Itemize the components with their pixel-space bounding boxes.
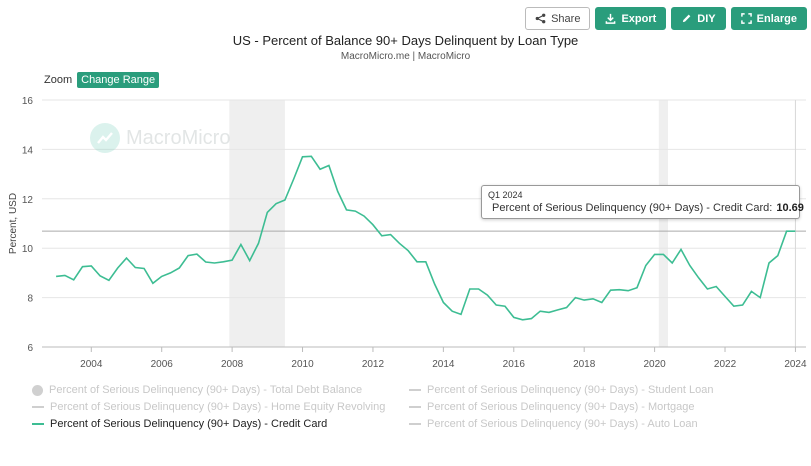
- watermark-text: MacroMicro: [126, 126, 231, 149]
- legend-label: Percent of Serious Delinquency (90+ Days…: [427, 401, 695, 413]
- x-tick-label: 2010: [291, 359, 314, 370]
- expand-icon: [740, 13, 752, 24]
- y-tick-label: 8: [27, 294, 33, 305]
- x-tick-label: 2008: [221, 359, 244, 370]
- watermark: MacroMicro: [90, 123, 230, 153]
- zoom-control: Zoom Change Range: [44, 72, 160, 88]
- tooltip-series: Percent of Serious Delinquency (90+ Days…: [492, 202, 773, 214]
- tooltip-date: Q1 2024: [488, 190, 523, 200]
- legend-item-mortgage[interactable]: Percent of Serious Delinquency (90+ Days…: [409, 401, 695, 413]
- y-tick-label: 14: [22, 145, 34, 156]
- x-tick-label: 2004: [80, 359, 103, 370]
- legend-label: Percent of Serious Delinquency (90+ Days…: [49, 384, 363, 396]
- legend-label: Percent of Serious Delinquency (90+ Days…: [50, 418, 328, 430]
- x-tick-label: 2024: [784, 359, 807, 370]
- chart-subtitle: MacroMicro.me | MacroMicro: [340, 51, 471, 62]
- legend-item-total-debt[interactable]: Percent of Serious Delinquency (90+ Days…: [32, 384, 362, 396]
- x-tick-label: 2018: [573, 359, 596, 370]
- zoom-label: Zoom: [44, 74, 73, 86]
- legend-circle-icon: [32, 384, 43, 396]
- legend-item-student-loan[interactable]: Percent of Serious Delinquency (90+ Days…: [409, 384, 713, 396]
- legend-line-icon: [409, 389, 421, 391]
- download-icon: [606, 13, 616, 24]
- line-chart: 6 8 10 12 14 16 2004 2006 2008 2010 2012 2014 2016 20…: [8, 96, 807, 370]
- y-axis-label: Percent, USD: [8, 193, 19, 254]
- x-tick-label: 2006: [151, 359, 174, 370]
- diy-button[interactable]: DIY: [671, 7, 726, 30]
- y-tick-label: 12: [22, 195, 34, 206]
- legend-line-icon: [409, 423, 421, 425]
- macromicro-logo-icon: [90, 123, 120, 153]
- x-tick-label: 2016: [503, 359, 526, 370]
- tooltip-value: 10.69: [776, 202, 804, 214]
- x-tick-label: 2012: [362, 359, 385, 370]
- legend-label: Percent of Serious Delinquency (90+ Days…: [427, 384, 714, 396]
- chart-title: US - Percent of Balance 90+ Days Delinqu…: [232, 33, 579, 48]
- share-button-label: Share: [551, 12, 581, 25]
- legend-line-icon: [32, 423, 44, 425]
- legend-line-icon: [409, 406, 421, 408]
- export-button[interactable]: Export: [595, 7, 667, 30]
- series-line-0: [56, 155, 796, 321]
- pencil-icon: [683, 14, 691, 23]
- recession-bands: [229, 100, 668, 347]
- change-range-button[interactable]: Change Range: [77, 72, 160, 88]
- tooltip-row: Percent of Serious Delinquency (90+ Days…: [488, 202, 804, 214]
- export-button-label: Export: [621, 12, 657, 25]
- x-tick-label: 2022: [714, 359, 737, 370]
- y-tick-label: 10: [22, 244, 34, 255]
- y-tick-label: 6: [27, 343, 33, 354]
- legend-label: Percent of Serious Delinquency (90+ Days…: [427, 418, 698, 430]
- toolbar: Share Export DIY Enlarge: [525, 7, 807, 30]
- axes: 6 8 10 12 14 16 2004 2006 2008 2010 2012 2014 2016 20…: [8, 96, 807, 370]
- recession-band-0: [229, 100, 285, 347]
- legend-label: Percent of Serious Delinquency (90+ Days…: [50, 401, 386, 413]
- series-credit-card: [56, 155, 796, 321]
- share-button[interactable]: Share: [525, 7, 591, 30]
- y-tick-label: 16: [22, 96, 34, 107]
- recession-band-1: [658, 100, 668, 347]
- legend-line-icon: [32, 406, 44, 408]
- diy-button-label: DIY: [697, 12, 716, 25]
- enlarge-button[interactable]: Enlarge: [730, 7, 807, 30]
- legend-item-auto-loan[interactable]: Percent of Serious Delinquency (90+ Days…: [409, 418, 698, 430]
- x-tick-label: 2020: [643, 359, 666, 370]
- x-tick-label: 2014: [432, 359, 455, 370]
- reference-line: [42, 100, 806, 347]
- enlarge-button-label: Enlarge: [756, 12, 797, 25]
- share-icon: [535, 13, 546, 24]
- data-tooltip: Q1 2024 Percent of Serious Delinquency (…: [481, 185, 804, 219]
- legend-item-credit-card[interactable]: Percent of Serious Delinquency (90+ Days…: [32, 418, 327, 430]
- legend-item-home-equity[interactable]: Percent of Serious Delinquency (90+ Days…: [32, 401, 385, 413]
